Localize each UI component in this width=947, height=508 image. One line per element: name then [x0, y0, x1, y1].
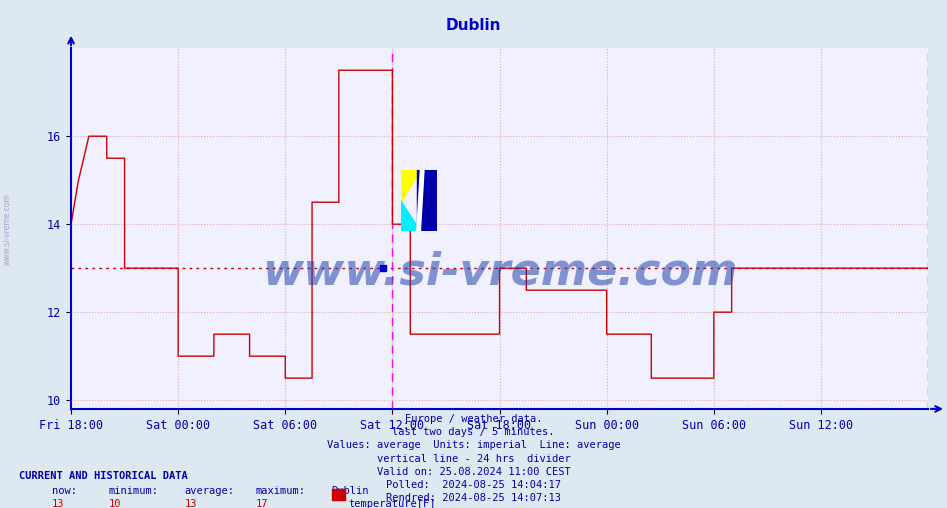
Text: Rendred: 2024-08-25 14:07:13: Rendred: 2024-08-25 14:07:13: [386, 493, 561, 503]
Polygon shape: [401, 170, 420, 201]
Polygon shape: [417, 170, 437, 231]
Text: last two days / 5 minutes.: last two days / 5 minutes.: [392, 427, 555, 437]
Text: 13: 13: [52, 499, 64, 508]
Text: Values: average  Units: imperial  Line: average: Values: average Units: imperial Line: av…: [327, 440, 620, 451]
Text: Dublin: Dublin: [446, 18, 501, 33]
Text: maximum:: maximum:: [256, 486, 306, 496]
Text: Valid on: 25.08.2024 11:00 CEST: Valid on: 25.08.2024 11:00 CEST: [377, 467, 570, 477]
Text: vertical line - 24 hrs  divider: vertical line - 24 hrs divider: [377, 454, 570, 464]
Text: CURRENT AND HISTORICAL DATA: CURRENT AND HISTORICAL DATA: [19, 471, 188, 482]
Text: Dublin: Dublin: [331, 486, 369, 496]
Text: now:: now:: [52, 486, 77, 496]
Text: 10: 10: [109, 499, 121, 508]
Text: 17: 17: [256, 499, 268, 508]
Text: www.si-vreme.com: www.si-vreme.com: [261, 250, 738, 294]
Text: temperature[F]: temperature[F]: [348, 499, 436, 508]
Text: www.si-vreme.com: www.si-vreme.com: [3, 193, 12, 265]
Text: Europe / weather data.: Europe / weather data.: [404, 414, 543, 424]
Text: Polled:  2024-08-25 14:04:17: Polled: 2024-08-25 14:04:17: [386, 480, 561, 490]
Polygon shape: [401, 201, 420, 231]
Text: minimum:: minimum:: [109, 486, 159, 496]
Text: average:: average:: [185, 486, 235, 496]
Text: 13: 13: [185, 499, 197, 508]
Polygon shape: [417, 170, 424, 231]
